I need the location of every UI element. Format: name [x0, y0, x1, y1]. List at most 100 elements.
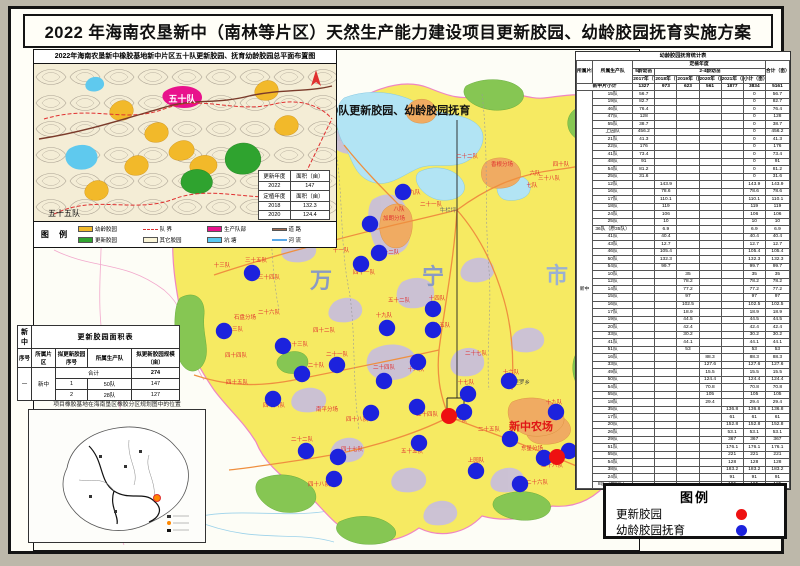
- annotation-leader-line: [446, 120, 466, 410]
- table-row: 16队 102.5 102.5 102.5: [577, 300, 791, 309]
- table-row: 22队 176 0 176: [577, 142, 791, 152]
- stats-region-cell: 新中: [575, 90, 594, 490]
- table-row: 16队 78.6 78.6 78.6: [577, 187, 791, 197]
- table-row: 29队 367 367 367: [577, 435, 791, 445]
- table-row: 21队 41.3 0 41.3: [577, 135, 791, 144]
- table-row: 2022 147: [258, 181, 331, 191]
- map-label: 十九队: [546, 398, 563, 406]
- detail-inset-title: 2022年海南农垦新中橡胶基地新中片区五十队更新胶园、抚育幼龄胶园总平面布置图: [34, 50, 336, 64]
- young-plantation-dot: [293, 365, 311, 383]
- young-plantation-dot: [370, 244, 388, 262]
- inset-legend-item: 其它胶园: [142, 236, 208, 244]
- map-label: 宁: [422, 264, 444, 289]
- table-row: 15队 97 97 97: [577, 293, 791, 302]
- map-label: 市: [546, 263, 568, 288]
- table-row: 48队 91 0 91: [577, 157, 791, 167]
- young-plantation-dot: [329, 448, 347, 466]
- map-label: 十二队: [383, 248, 400, 256]
- table-row: 54队 99.7 99.7 99.7: [577, 262, 791, 272]
- map-label: 牛栏坪: [440, 206, 457, 214]
- map-label: 二十六队: [258, 308, 281, 316]
- table-row: 54队 128 128 128: [577, 458, 791, 467]
- renewal-rubber-patches: [180, 142, 262, 194]
- table-row: 25队 31.6 0 31.6: [577, 172, 791, 182]
- region-cell: 新中: [31, 367, 56, 401]
- table-row: 46队 105.4 105.4 105.4: [577, 247, 791, 257]
- young-plantation-dot: [409, 353, 427, 371]
- map-label: 四十五队: [226, 378, 249, 386]
- inset-legend-item: 道 路: [271, 225, 337, 233]
- map-label: 二十六队: [526, 478, 549, 486]
- map-legend-box: 图例 更新胶园 幼龄胶园抚育: [603, 483, 787, 539]
- table-row: 定植年度 面积（亩）: [258, 190, 331, 202]
- stats-table-header: 所属片区 所属生产队 定植年度 合计（亩） 5龄幼苗 2-4龄幼苗 2017年（…: [575, 60, 791, 84]
- young-plantation-dot: [394, 183, 412, 201]
- table-row: 51队 176.1 176.1 176.1: [577, 443, 791, 452]
- total-label-cell: 合计: [55, 367, 132, 379]
- table-row: 54队 70.8 70.8 70.8: [577, 383, 791, 392]
- map-label: 三十四队: [258, 273, 281, 281]
- young-plantation-dot: [297, 442, 315, 460]
- hainan-location-inset: 项目橡胶基地在海南垦区橡胶分区规划图中的位置: [28, 399, 206, 543]
- young-plantation-dot: [501, 430, 519, 448]
- inset-legend-item: 幼龄胶园: [78, 225, 143, 233]
- map-label: 三里罗乡: [508, 379, 530, 386]
- map-label: 五十一队: [445, 416, 468, 424]
- map-label: 四十一队: [353, 268, 376, 276]
- table-row: 20队 42.4 42.4 42.4: [577, 323, 791, 332]
- map-label: 二十一队: [326, 350, 349, 358]
- map-label: 三十五队: [245, 256, 268, 264]
- map-label: 二十七队: [465, 349, 488, 357]
- young-plantation-dot: [328, 356, 346, 374]
- col-seq: 序号: [17, 348, 32, 368]
- table-row: 43队 12.7 12.7 12.7: [577, 240, 791, 249]
- table-row: 新中 15队 56.7 0 56.7: [575, 90, 791, 490]
- group-no-cell: 一: [17, 367, 32, 401]
- map-label: 四十七队: [341, 445, 364, 453]
- map-label: 四十三队: [221, 325, 244, 333]
- map-label: 石盘分场: [234, 313, 257, 321]
- table-row: 24队 91 91 91: [577, 473, 791, 482]
- page-title: 2022 年海南农垦新中（南林等片区）天然生产能力建设项目更新胶园、幼龄胶园抚育…: [23, 14, 773, 48]
- settlement-patches: [379, 99, 571, 445]
- table-row: 18队 119 119 119: [577, 202, 791, 212]
- project-location-marker: [153, 494, 161, 502]
- inset-legend-item: 更新胶园: [78, 236, 143, 244]
- map-label: 南平分场: [316, 405, 339, 413]
- young-plantation-dot: [560, 442, 578, 460]
- north-arrow-icon: [311, 70, 321, 86]
- mini-legend: [167, 515, 189, 532]
- col-plot-no: 拟更新胶园序号: [55, 348, 88, 368]
- table-row: 46队 76.4 0 76.4: [577, 105, 791, 114]
- young-plantation-dot: [500, 372, 518, 390]
- map-label: 十九队: [376, 311, 393, 319]
- hainan-island-svg: [62, 426, 189, 532]
- map-label: 十五队: [434, 321, 451, 329]
- young-plantation-dot: [215, 322, 233, 340]
- cultivation-stats-table: 幼龄胶园抚育统计表 所属片区 所属生产队 定植年度 合计（亩） 5龄幼苗 2-4…: [575, 51, 791, 491]
- young-plantation-dot: [511, 475, 529, 493]
- table-row: 12队 78.2 78.2 78.2: [577, 277, 791, 287]
- col-scale: 拟更新胶园规模（亩）: [131, 348, 180, 368]
- legend-item-update: 更新胶园: [606, 506, 784, 522]
- table-row: 16队 88.3 88.3 88.3: [577, 353, 791, 362]
- table-row: 更新年度 面积（亩）: [258, 170, 331, 182]
- table-row: 49队 15.5 15.5 15.5: [577, 368, 791, 377]
- table-row: 55队 221 221 221: [577, 450, 791, 460]
- map-label: 二十四队: [373, 363, 396, 371]
- table-row: 上园队 456.2 0 456.2: [577, 127, 791, 137]
- young-plantation-dot: [274, 337, 292, 355]
- table-row: 2020 124.4: [258, 210, 331, 220]
- table-row: 17队 110.1 110.1 110.1: [577, 195, 791, 204]
- map-label: 四十队: [553, 160, 570, 168]
- young-plantation-dot: [352, 255, 370, 273]
- young-plantation-dot: [361, 215, 379, 233]
- table-row: 19队 44.5 44.5 44.5: [577, 315, 791, 325]
- legend-title: 图例: [679, 490, 710, 505]
- table-row: 54队 81.2 0 81.2: [577, 165, 791, 174]
- map-label: 上园队: [468, 456, 485, 464]
- young-plantation-dot: [535, 449, 553, 467]
- table-row: 50队 132.3 132.3 132.3: [577, 255, 791, 264]
- young-plantation-dot: [455, 403, 473, 421]
- inset-legend: 图 例 幼龄胶园队 界生产队部道 路更新胶园 其它胶园坑 塘河 流: [34, 221, 336, 247]
